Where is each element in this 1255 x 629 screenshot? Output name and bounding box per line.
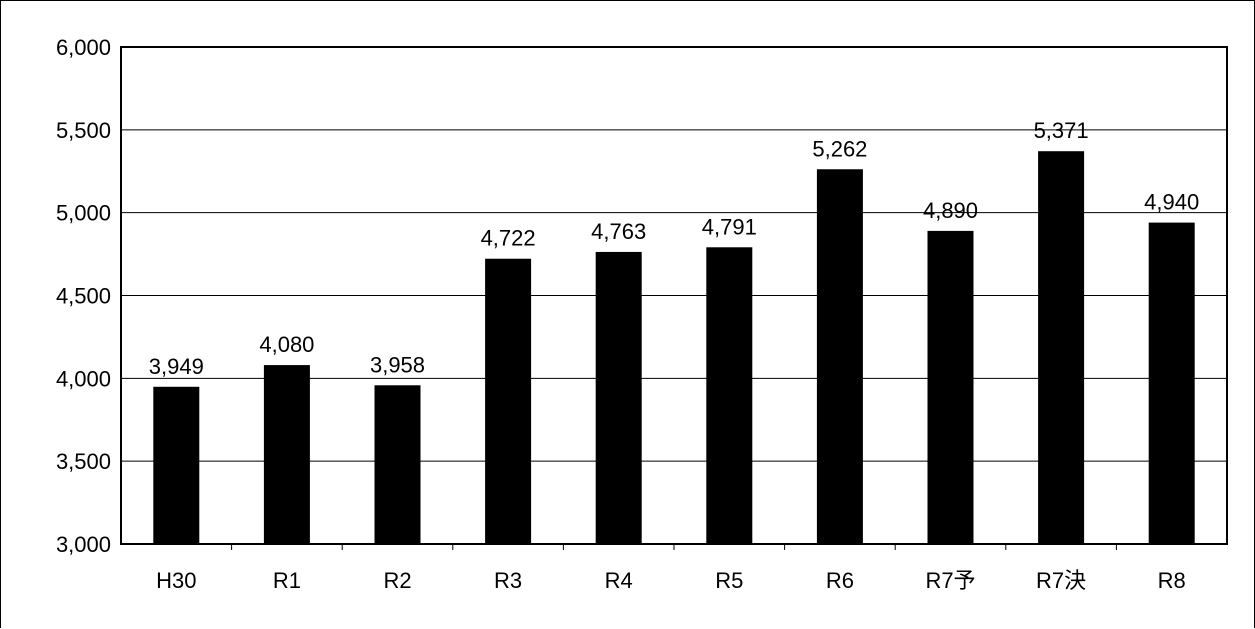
y-tick-label: 4,000 — [56, 366, 111, 391]
x-tick-label: R5 — [715, 568, 743, 593]
data-label: 4,722 — [481, 226, 536, 251]
data-label: 4,890 — [923, 198, 978, 223]
data-label: 5,371 — [1034, 118, 1089, 143]
x-tick-label: R1 — [273, 568, 301, 593]
data-label: 3,949 — [149, 354, 204, 379]
x-tick-label: H30 — [156, 568, 196, 593]
y-tick-label: 6,000 — [56, 35, 111, 60]
bars — [153, 151, 1195, 544]
x-tick-label: R2 — [383, 568, 411, 593]
x-tick-label: R4 — [605, 568, 633, 593]
data-label: 4,791 — [702, 214, 757, 239]
y-tick-label: 3,500 — [56, 449, 111, 474]
x-tick-label: R7予 — [925, 568, 975, 593]
bar — [485, 258, 532, 544]
y-tick-label: 5,500 — [56, 118, 111, 143]
data-labels: 3,949 4,080 3,958 4,722 4,763 4,791 5,262 4,890… — [149, 118, 1199, 379]
x-tick-labels: H30 R1 R2 R3 R4 R5 R6 R7予 R7決 R8 — [156, 568, 1186, 593]
data-label: 4,080 — [259, 332, 314, 357]
axes — [120, 46, 1228, 550]
data-label: 5,262 — [812, 136, 867, 161]
bar — [1148, 222, 1195, 544]
y-tick-label: 5,000 — [56, 201, 111, 226]
x-tick-label: R3 — [494, 568, 522, 593]
data-label: 4,763 — [591, 219, 646, 244]
bar — [927, 230, 974, 544]
x-tick-label: R6 — [826, 568, 854, 593]
y-tick-label: 4,500 — [56, 284, 111, 309]
bar — [706, 247, 753, 544]
bar — [374, 385, 421, 544]
bar — [816, 169, 863, 544]
y-tick-labels: 3,000 3,500 4,000 4,500 5,000 5,500 6,000 — [56, 35, 111, 557]
x-tick-label: R7決 — [1036, 568, 1086, 593]
bar — [1038, 151, 1085, 544]
x-tick-label: R8 — [1158, 568, 1186, 593]
data-label: 4,940 — [1144, 190, 1199, 215]
bar — [595, 251, 642, 544]
y-tick-label: 3,000 — [56, 532, 111, 557]
data-label: 3,958 — [370, 352, 425, 377]
bar — [153, 386, 200, 544]
bar — [263, 365, 310, 544]
